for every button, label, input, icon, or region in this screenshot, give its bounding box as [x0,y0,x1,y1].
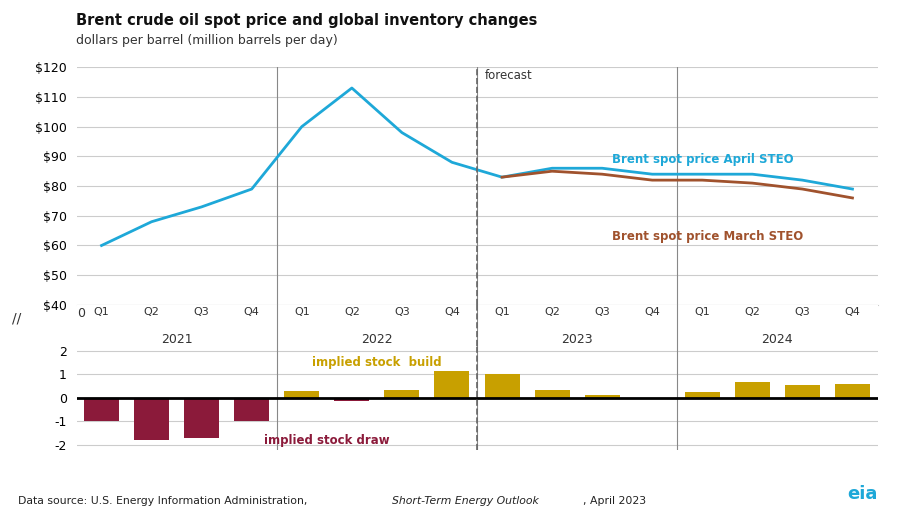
Bar [134,398,169,440]
Text: Brent spot price April STEO: Brent spot price April STEO [612,153,794,166]
Bar [734,383,770,398]
Text: forecast: forecast [484,69,532,82]
Bar [334,398,369,401]
Bar [535,389,570,398]
Text: Q1: Q1 [695,307,710,317]
Bar [234,398,269,421]
Text: 2021: 2021 [161,333,193,346]
Text: Q1: Q1 [294,307,310,317]
Text: Q4: Q4 [444,307,460,317]
Bar [484,374,519,398]
Text: Q1: Q1 [94,307,110,317]
Bar [384,389,419,398]
Bar [284,391,319,398]
Bar [184,398,220,438]
Bar [585,396,620,398]
Text: Q3: Q3 [594,307,610,317]
Text: eia: eia [847,484,878,503]
Bar [685,392,720,398]
Text: 2022: 2022 [361,333,392,346]
Text: 0: 0 [77,307,86,320]
Text: 2024: 2024 [761,333,793,346]
Bar [435,371,470,398]
Text: Brent spot price March STEO: Brent spot price March STEO [612,230,804,243]
Text: implied stock draw: implied stock draw [264,434,390,447]
Text: Q3: Q3 [795,307,810,317]
Text: Q4: Q4 [644,307,661,317]
Text: Q2: Q2 [144,307,159,317]
Bar [785,385,820,398]
Text: Q3: Q3 [194,307,210,317]
Bar [634,398,670,399]
Text: Q4: Q4 [844,307,860,317]
Text: Q3: Q3 [394,307,410,317]
Text: Brent crude oil spot price and global inventory changes: Brent crude oil spot price and global in… [76,13,538,28]
Text: Short-Term Energy Outlook: Short-Term Energy Outlook [392,496,538,506]
Text: 2023: 2023 [562,333,593,346]
Text: , April 2023: , April 2023 [583,496,646,506]
Text: Q4: Q4 [244,307,260,317]
Bar [835,384,870,398]
Text: implied stock  build: implied stock build [312,356,442,370]
Text: Q2: Q2 [344,307,360,317]
Text: //: // [12,311,21,325]
Text: Q2: Q2 [544,307,560,317]
Text: Data source: U.S. Energy Information Administration,: Data source: U.S. Energy Information Adm… [18,496,310,506]
Text: dollars per barrel (million barrels per day): dollars per barrel (million barrels per … [76,34,338,47]
Text: Q1: Q1 [494,307,510,317]
Bar [84,398,119,421]
Text: Q2: Q2 [744,307,760,317]
